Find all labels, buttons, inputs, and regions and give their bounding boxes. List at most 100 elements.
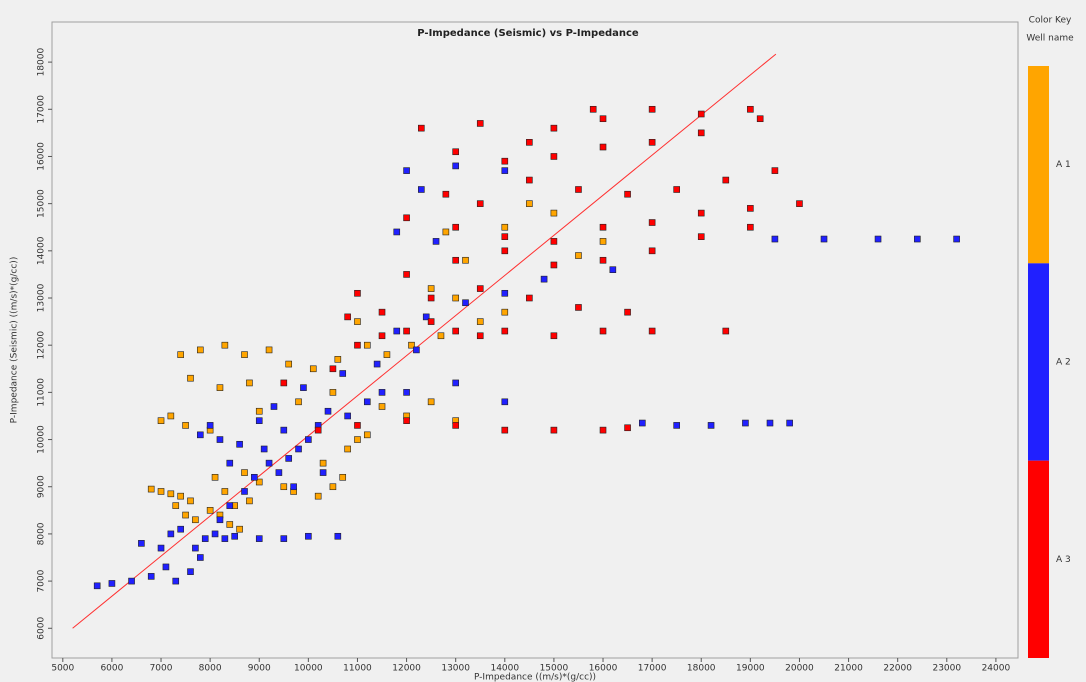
y-tick-label: 6000 [37, 617, 47, 640]
point [771, 235, 779, 243]
point [147, 573, 155, 580]
point [526, 200, 533, 207]
point [403, 389, 410, 396]
point [550, 332, 558, 340]
point [452, 327, 459, 335]
point [550, 153, 558, 160]
point [334, 532, 342, 540]
point [260, 445, 268, 453]
point [697, 233, 705, 240]
point [648, 247, 656, 255]
point [501, 223, 509, 231]
point [211, 530, 219, 538]
point [182, 422, 189, 429]
legend-label: A 3 [1056, 555, 1071, 565]
x-tick-label: 6000 [100, 664, 123, 674]
point [413, 346, 420, 354]
legend-swatch [1028, 66, 1049, 264]
point [231, 532, 238, 540]
plot-frame [51, 21, 1019, 659]
point [167, 490, 175, 498]
point [418, 186, 425, 193]
point [216, 384, 224, 391]
point [747, 105, 754, 113]
point [236, 525, 243, 533]
point [236, 440, 243, 448]
point [437, 332, 445, 340]
point [241, 469, 248, 476]
point [786, 419, 793, 427]
point [624, 308, 631, 316]
point [639, 419, 646, 427]
point [216, 436, 224, 443]
y-tick-label: 16000 [37, 142, 47, 171]
y-tick-label: 9000 [37, 475, 47, 498]
point [609, 266, 617, 274]
point [403, 417, 410, 424]
point [747, 223, 754, 231]
point [221, 535, 229, 542]
point [197, 554, 204, 561]
point [197, 346, 204, 354]
point [295, 445, 302, 453]
point [280, 483, 288, 491]
point [476, 200, 484, 207]
point [526, 139, 533, 146]
point [344, 313, 351, 321]
point [378, 332, 386, 340]
point [442, 228, 450, 236]
point [157, 417, 165, 424]
x-tick-label: 21000 [834, 664, 863, 674]
point [673, 186, 680, 193]
x-tick-label: 13000 [441, 664, 470, 674]
point [452, 379, 459, 387]
point [187, 497, 194, 505]
point [378, 389, 386, 396]
point [953, 235, 960, 243]
point [403, 214, 410, 222]
point [93, 582, 101, 590]
point [393, 228, 401, 236]
point [354, 289, 361, 297]
point [697, 129, 705, 137]
point [280, 535, 288, 542]
y-tick-label: 13000 [37, 283, 47, 312]
point [216, 516, 224, 524]
point [314, 492, 322, 500]
reference-line [72, 53, 777, 629]
y-tick-label: 14000 [37, 236, 47, 265]
x-tick-label: 14000 [490, 664, 519, 674]
point [462, 299, 469, 307]
point [756, 115, 764, 123]
point [550, 209, 558, 217]
point [373, 360, 381, 368]
point [206, 422, 214, 429]
point [575, 252, 582, 259]
point [452, 148, 459, 156]
point [177, 492, 184, 500]
point [501, 157, 509, 165]
point [177, 351, 184, 358]
point [265, 346, 273, 354]
legend-swatch [1028, 263, 1049, 461]
point [334, 356, 342, 363]
point [177, 525, 184, 533]
point [255, 407, 263, 415]
point [241, 488, 248, 495]
point [285, 360, 293, 368]
x-tick-label: 24000 [982, 664, 1011, 674]
x-tick-label: 15000 [540, 664, 569, 674]
point [226, 521, 234, 528]
point [874, 235, 882, 243]
chart-title: P-Impedance (Seismic) vs P-Impedance [417, 28, 639, 39]
point [201, 535, 209, 542]
point [305, 532, 312, 540]
x-tick-label: 20000 [785, 664, 814, 674]
point [648, 139, 656, 146]
point [192, 516, 199, 524]
point [280, 426, 288, 434]
point [624, 424, 631, 432]
point [295, 398, 302, 406]
point [182, 511, 189, 519]
